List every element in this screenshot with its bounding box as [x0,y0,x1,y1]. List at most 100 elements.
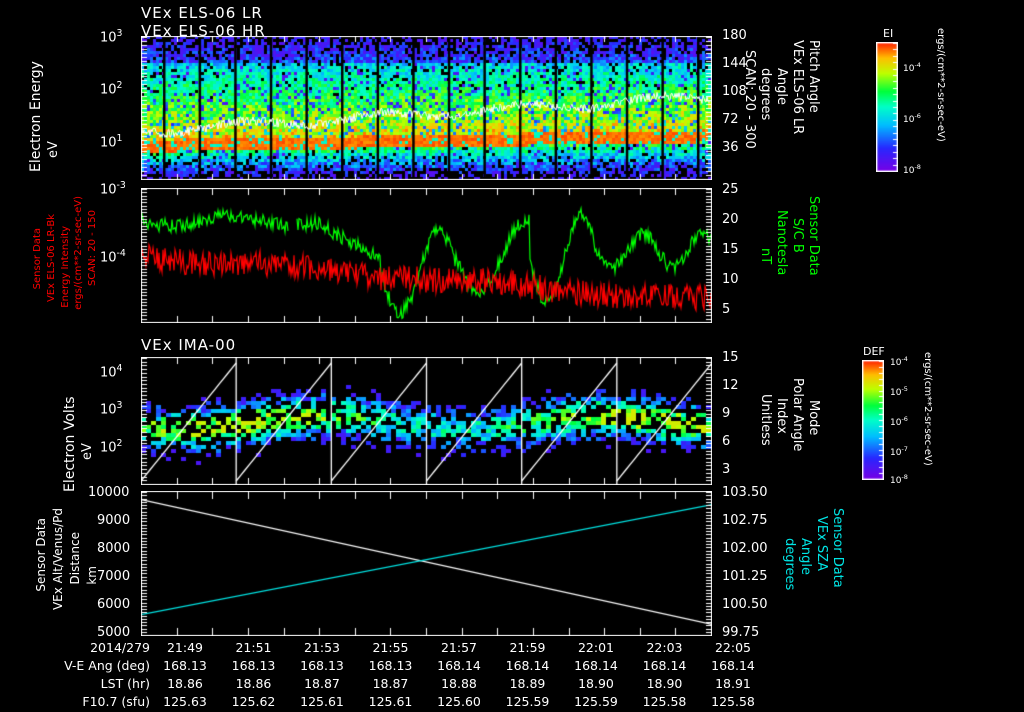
panel3-rtick-0: 15 [722,350,739,365]
panel3-rtick-4: 3 [722,462,731,477]
axis-table-cell: 168.13 [231,658,276,673]
axis-table-cell: 168.14 [505,658,550,673]
panel3-colorbar-label: DEF [863,345,885,358]
panel3-rtick-3: 6 [722,434,731,449]
panel2-right-label-1: S/C B [790,218,805,253]
axis-table-cell: 18.90 [578,676,614,691]
panel1-rtick-0: 180 [722,28,747,43]
panel3-right-label-0: Mode [806,400,821,436]
panel1-title-hr: VEx ELS-06 HR [141,22,266,40]
axis-table-cell: 21:49 [166,640,204,655]
panel2-rtick-3: 10 [722,272,739,287]
axis-table-cell: 125.61 [300,694,344,709]
panel2-right-label-2: Nanotesla [774,210,789,276]
panel4-ytick-2: 8000 [97,541,131,556]
panel3-ytick-1: 103 [100,400,123,418]
panel3-right-label-2: Index [774,398,789,434]
panel1-colorbar [876,42,898,172]
panel2-left-label-2: Energy Intensity [60,226,71,308]
panel2-left-label-4: SCAN: 20 - 150 [87,210,98,286]
axis-table-cell: 125.59 [505,694,550,709]
panel1-ytick-0: 103 [100,28,123,46]
panel1-yunit: eV [46,141,61,158]
panel3-ytick-0: 104 [100,363,123,381]
panel4-ytick-5: 5000 [97,625,131,640]
axis-table-cell: 22:03 [646,640,683,655]
panel2-ytick-1: 10-4 [100,248,126,266]
panel2-left-label-0: Sensor Data [32,228,43,290]
panel3-colorbar-tick-0: 10-4 [890,355,908,368]
panel4-rtick-0: 103.50 [722,485,768,500]
panel3-yunit: eV [80,443,95,460]
panel1-right-label-4: SCAN: 20 - 300 [742,50,757,149]
panel1-ylabel: Electron Energy [28,61,44,172]
panel4-rtick-5: 99.75 [722,625,760,640]
panel4-ytick-4: 6000 [97,597,131,612]
panel3-spectrogram[interactable] [141,357,712,485]
panel4-right-label-0: Sensor Data [830,508,845,588]
panel3-colorbar-tick-3: 10-7 [890,445,908,458]
panel1-right-label-0: Pitch Angle [806,40,821,113]
axis-table-cell: 168.14 [642,658,687,673]
axis-table-cell: 18.86 [167,676,203,691]
axis-table-cell: 168.14 [437,658,481,673]
panel1-spectrogram[interactable] [141,36,712,180]
axis-table-cell: 125.58 [711,694,755,709]
axis-table-cell: 22:01 [577,640,615,655]
axis-table-cell: 21:59 [509,640,546,655]
axis-table-cell: 125.60 [437,694,481,709]
axis-table-row-label: 2014/279 [90,640,150,655]
panel1-ytick-1: 102 [100,80,123,98]
panel4-ytick-0: 10000 [88,485,130,500]
panel2-rtick-1: 20 [722,212,739,227]
axis-table-cell: 21:57 [440,640,478,655]
panel1-right-label-2: Angle [774,68,789,105]
axis-table-cell: 18.91 [715,676,751,691]
panel4-timeseries[interactable] [141,491,712,636]
axis-table-cell: 18.88 [441,676,477,691]
axis-table-cell: 18.86 [235,676,272,691]
panel3-colorbar-tick-4: 10-8 [890,473,908,486]
axis-table-row: LST (hr) 18.86 18.86 18.87 18.87 18.88 18.89 18… [0,676,770,694]
panel1-right-label-1: VEx ELS-06 LR [790,40,805,135]
axis-table-cell: 168.13 [300,658,344,673]
axis-table-cell: 22:05 [714,640,752,655]
panel3-colorbar-units: ergs/(cm**2-sr-sec-eV) [922,352,933,466]
axis-table-cell: 21:53 [303,640,341,655]
panel3-colorbar-tick-1: 10-5 [890,385,908,398]
panel1-colorbar-tick-2: 10-8 [903,163,921,176]
axis-table-cell: 168.13 [163,658,207,673]
panel4-left-label-0: Sensor Data [34,518,48,592]
axis-table-cell: 168.14 [574,658,618,673]
axis-table-row-label: V-E Ang (deg) [64,658,150,673]
panel4-rtick-1: 102.75 [722,513,768,528]
panel2-left-label-3: ergs/(cm**2-sr-sec-eV) [73,196,84,310]
axis-table-row-label: F10.7 (sfu) [82,694,150,709]
panel4-rtick-3: 101.25 [722,569,768,584]
panel1-rtick-2: 108 [722,84,747,99]
panel3-rtick-2: 9 [722,406,731,421]
panel4-left-label-2: Distance [68,532,82,585]
panel4-rtick-2: 102.00 [722,541,768,556]
axis-table-cell: 168.13 [368,658,413,673]
panel3-rtick-1: 12 [722,378,739,393]
axis-table-cell: 18.87 [372,676,409,691]
panel4-ytick-1: 9000 [97,513,131,528]
axis-table-cell: 125.63 [163,694,207,709]
panel2-timeseries[interactable] [141,188,712,323]
panel3-right-label-1: Polar Angle [790,378,805,452]
panel1-colorbar-tick-0: 10-4 [903,61,921,74]
panel3-ylabel: Electron Volts [62,396,78,492]
axis-table-cell: 18.90 [646,676,683,691]
panel1-right-label-3: degrees [758,68,773,121]
axis-table-cell: 18.89 [509,676,546,691]
axis-table-cell: 125.58 [642,694,687,709]
panel2-right-label-0: Sensor Data [806,196,821,276]
panel1-colorbar-label: EI [883,27,894,40]
panel2-right-label-3: nT [758,248,773,265]
panel3-colorbar [862,360,884,480]
axis-table-cell: 125.59 [574,694,618,709]
axis-table-cell: 168.14 [711,658,755,673]
axis-table-row: F10.7 (sfu) 125.63 125.62 125.61 125.61 125.6… [0,694,770,712]
panel4-rtick-4: 100.50 [722,597,768,612]
